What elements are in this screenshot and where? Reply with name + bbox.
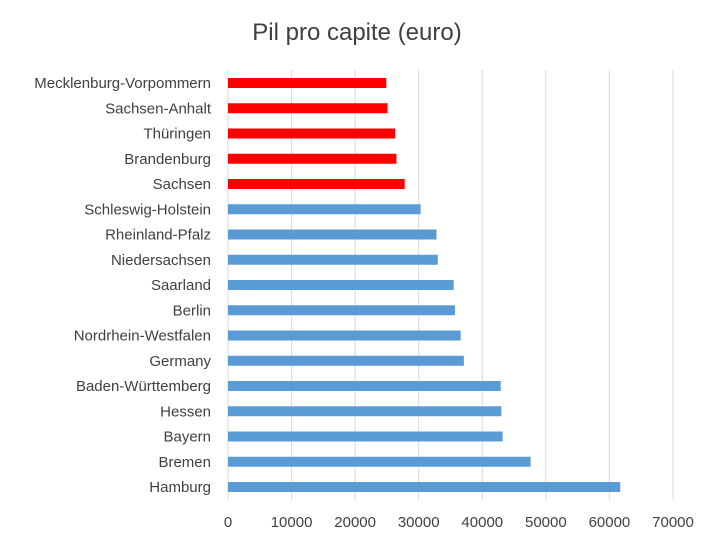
category-label: Rheinland-Pfalz: [105, 227, 211, 244]
category-label: Hamburg: [149, 479, 211, 496]
bar: [228, 254, 438, 265]
bar: [228, 431, 503, 442]
bar: [228, 229, 437, 240]
x-tick-label: 60000: [589, 514, 631, 531]
category-label: Saarland: [151, 277, 211, 294]
bar: [228, 456, 531, 467]
category-label: Baden-Württemberg: [76, 378, 211, 395]
x-tick-label: 0: [224, 514, 232, 531]
category-label: Bremen: [158, 454, 211, 471]
bar: [228, 128, 396, 139]
bar: [228, 482, 621, 492]
x-tick-label: 30000: [398, 514, 440, 531]
category-label: Sachsen: [153, 176, 211, 193]
bar: [228, 305, 455, 316]
category-label: Sachsen-Anhalt: [105, 100, 212, 117]
chart-title: Pil pro capite (euro): [252, 19, 461, 46]
x-tick-labels: 0 10000 20000 30000 40000 50000 60000 70000: [224, 514, 694, 531]
x-tick-label: 10000: [271, 514, 313, 531]
bar: [228, 153, 397, 164]
category-label: Thüringen: [143, 126, 211, 143]
bar: [228, 280, 454, 290]
category-label: Hessen: [160, 403, 211, 420]
bar: [228, 406, 502, 417]
category-label: Mecklenburg-Vorpommern: [34, 75, 211, 92]
bar: [228, 103, 388, 114]
bar: [228, 381, 501, 391]
category-label: Bayern: [163, 429, 211, 446]
category-label: Brandenburg: [124, 151, 211, 168]
x-tick-label: 50000: [525, 514, 567, 531]
category-label: Schleswig-Holstein: [84, 201, 211, 218]
bar: [228, 355, 464, 366]
bar: [228, 330, 461, 341]
x-tick-label: 20000: [334, 514, 376, 531]
category-label: Nordrhein-Westfalen: [74, 328, 211, 345]
bar: [228, 204, 421, 215]
bar: [228, 179, 405, 189]
category-labels: Mecklenburg-Vorpommern Sachsen-Anhalt Thür…: [34, 75, 212, 496]
bars: [228, 78, 621, 492]
category-label: Niedersachsen: [111, 252, 211, 269]
category-label: Berlin: [173, 302, 211, 319]
category-label: Germany: [149, 353, 211, 370]
x-tick-label: 40000: [461, 514, 503, 531]
bar: [228, 78, 387, 88]
x-tick-label: 70000: [652, 514, 694, 531]
